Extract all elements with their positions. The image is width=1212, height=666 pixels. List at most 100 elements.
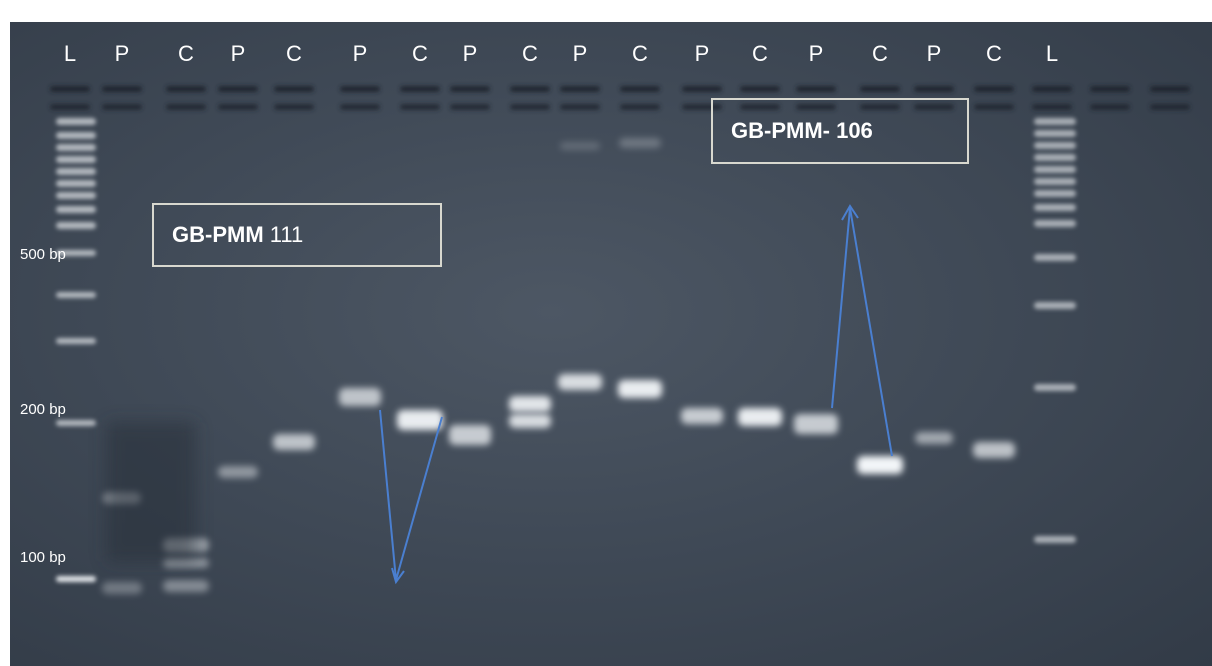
lane-label: C bbox=[178, 41, 194, 66]
gel-band bbox=[449, 425, 491, 445]
ladder-band bbox=[56, 420, 96, 426]
ladder-band bbox=[1034, 254, 1076, 261]
gel-band bbox=[509, 396, 551, 412]
well bbox=[974, 104, 1014, 110]
size-marker-200bp: 200 bp bbox=[20, 401, 66, 418]
lane-label: P bbox=[352, 41, 368, 66]
ladder-band bbox=[56, 144, 96, 151]
ladder-band bbox=[1034, 220, 1076, 227]
ladder-bands bbox=[56, 118, 1076, 582]
well bbox=[102, 104, 142, 110]
sample-label-box: GB-PMM 111 bbox=[152, 203, 442, 267]
well bbox=[510, 86, 550, 92]
ladder-band bbox=[56, 118, 96, 125]
arrowhead-icon bbox=[391, 567, 405, 585]
gel-band bbox=[509, 414, 551, 428]
gel-band bbox=[738, 408, 782, 426]
well bbox=[1150, 104, 1190, 110]
ladder-band bbox=[1034, 384, 1076, 391]
arrow-line bbox=[379, 409, 397, 581]
ladder-band bbox=[1034, 536, 1076, 543]
well bbox=[796, 86, 836, 92]
lane-label: L bbox=[63, 41, 77, 66]
gel-band bbox=[619, 138, 661, 148]
ladder-band bbox=[56, 250, 96, 256]
lane-label: P bbox=[694, 41, 710, 66]
lane-label: P bbox=[230, 41, 246, 66]
well bbox=[1090, 86, 1130, 92]
well bbox=[560, 104, 600, 110]
arrow-line bbox=[849, 207, 893, 457]
sample-name-bold: GB-PMM- 106 bbox=[731, 118, 873, 143]
well bbox=[560, 86, 600, 92]
well bbox=[50, 86, 90, 92]
well bbox=[914, 104, 954, 110]
well bbox=[340, 86, 380, 92]
well bbox=[274, 86, 314, 92]
well bbox=[274, 104, 314, 110]
ladder-band bbox=[1034, 130, 1076, 137]
well bbox=[1032, 86, 1072, 92]
well bbox=[50, 104, 90, 110]
ladder-band bbox=[56, 292, 96, 298]
gel-band bbox=[857, 456, 903, 474]
wells-row bbox=[50, 86, 1190, 110]
gel-band bbox=[218, 466, 258, 478]
size-marker-500bp: 500 bp bbox=[20, 246, 66, 263]
lane-label: C bbox=[872, 41, 888, 66]
gel-band bbox=[618, 380, 662, 398]
gel-background bbox=[10, 22, 1212, 666]
well bbox=[400, 104, 440, 110]
ladder-band bbox=[56, 192, 96, 199]
lane-label: P bbox=[114, 41, 130, 66]
well bbox=[400, 86, 440, 92]
gel-band bbox=[915, 432, 953, 444]
lane-label: C bbox=[286, 41, 302, 66]
well bbox=[166, 104, 206, 110]
lane-label: P bbox=[572, 41, 588, 66]
ladder-band bbox=[56, 132, 96, 139]
well bbox=[914, 86, 954, 92]
well bbox=[450, 86, 490, 92]
gel-band bbox=[339, 388, 381, 406]
ladder-band bbox=[1034, 178, 1076, 185]
gel-band bbox=[973, 442, 1015, 458]
lane-label: C bbox=[752, 41, 768, 66]
lane-label: P bbox=[926, 41, 942, 66]
gel-band bbox=[560, 142, 600, 150]
ladder-band bbox=[56, 168, 96, 175]
well bbox=[740, 86, 780, 92]
well bbox=[1150, 86, 1190, 92]
well bbox=[166, 86, 206, 92]
well bbox=[340, 104, 380, 110]
well bbox=[740, 104, 780, 110]
gel-bands-layer bbox=[50, 86, 1190, 594]
gel-band bbox=[794, 414, 838, 434]
lane-label: L bbox=[1045, 41, 1059, 66]
well bbox=[102, 86, 142, 92]
size-marker-100bp: 100 bp bbox=[20, 549, 66, 566]
ladder-band bbox=[56, 180, 96, 187]
ladder-band bbox=[1034, 190, 1076, 197]
well bbox=[620, 86, 660, 92]
lane-label: C bbox=[986, 41, 1002, 66]
gel-band bbox=[102, 582, 142, 594]
well bbox=[218, 104, 258, 110]
well bbox=[510, 104, 550, 110]
gel-band bbox=[273, 434, 315, 450]
well bbox=[1032, 104, 1072, 110]
arrow-line bbox=[831, 207, 851, 409]
ladder-band bbox=[56, 338, 96, 344]
lane-label: P bbox=[808, 41, 824, 66]
lane-label: C bbox=[522, 41, 538, 66]
sample-bands bbox=[102, 138, 1015, 594]
arrow-line bbox=[395, 416, 443, 581]
sample-label-box: GB-PMM- 106 bbox=[711, 98, 969, 164]
ladder-band bbox=[1034, 204, 1076, 211]
gel-band bbox=[163, 580, 209, 592]
ladder-band bbox=[1034, 302, 1076, 309]
well bbox=[796, 104, 836, 110]
sample-name-bold: GB-PMM bbox=[172, 222, 264, 247]
gel-band bbox=[681, 408, 723, 424]
